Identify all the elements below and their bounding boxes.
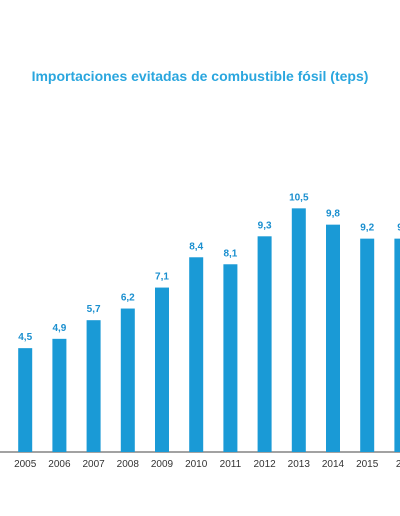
x-tick-label: 2006: [48, 459, 71, 470]
bar-2007: [86, 320, 101, 452]
value-label-2005: 4,5: [18, 332, 32, 343]
value-label-2012: 9,3: [258, 220, 272, 231]
x-tick-label: 2012: [253, 459, 276, 470]
bar-2011: [223, 264, 238, 452]
value-label-2009: 7,1: [155, 272, 169, 283]
bar-2014: [326, 224, 340, 452]
x-tick-label: 2007: [82, 459, 105, 470]
value-label-2013: 10,5: [289, 192, 309, 203]
value-label-2010: 8,4: [189, 241, 203, 252]
x-tick-label: 2014: [322, 459, 345, 470]
x-tick-label: 20: [396, 459, 400, 470]
bar-2012: [257, 236, 272, 452]
bar-2016: [394, 238, 400, 452]
x-tick-label: 2008: [117, 459, 140, 470]
bar-2005: [18, 348, 33, 452]
x-tick-label: 2010: [185, 459, 208, 470]
bar-2010: [189, 257, 204, 452]
x-tick-label: 2013: [288, 459, 311, 470]
x-tick-label: 2015: [356, 459, 379, 470]
value-label-2014: 9,8: [326, 209, 340, 220]
value-label-2015: 9,2: [360, 223, 374, 234]
chart-title: Importaciones evitadas de combustible fó…: [31, 68, 369, 84]
value-label-2008: 6,2: [121, 293, 135, 304]
value-label-2006: 4,9: [52, 323, 66, 334]
value-label-2007: 5,7: [87, 304, 101, 315]
bar-2015: [360, 238, 375, 452]
bar-2009: [155, 287, 169, 452]
value-label-2016: 9,: [397, 223, 400, 234]
bar-2013: [291, 208, 306, 452]
x-tick-label: 2005: [14, 459, 37, 470]
value-label-2011: 8,1: [223, 248, 237, 259]
bar-2006: [52, 338, 67, 452]
x-tick-label: 2011: [220, 459, 242, 470]
x-tick-label: 2009: [151, 459, 174, 470]
bar-2008: [120, 308, 135, 452]
